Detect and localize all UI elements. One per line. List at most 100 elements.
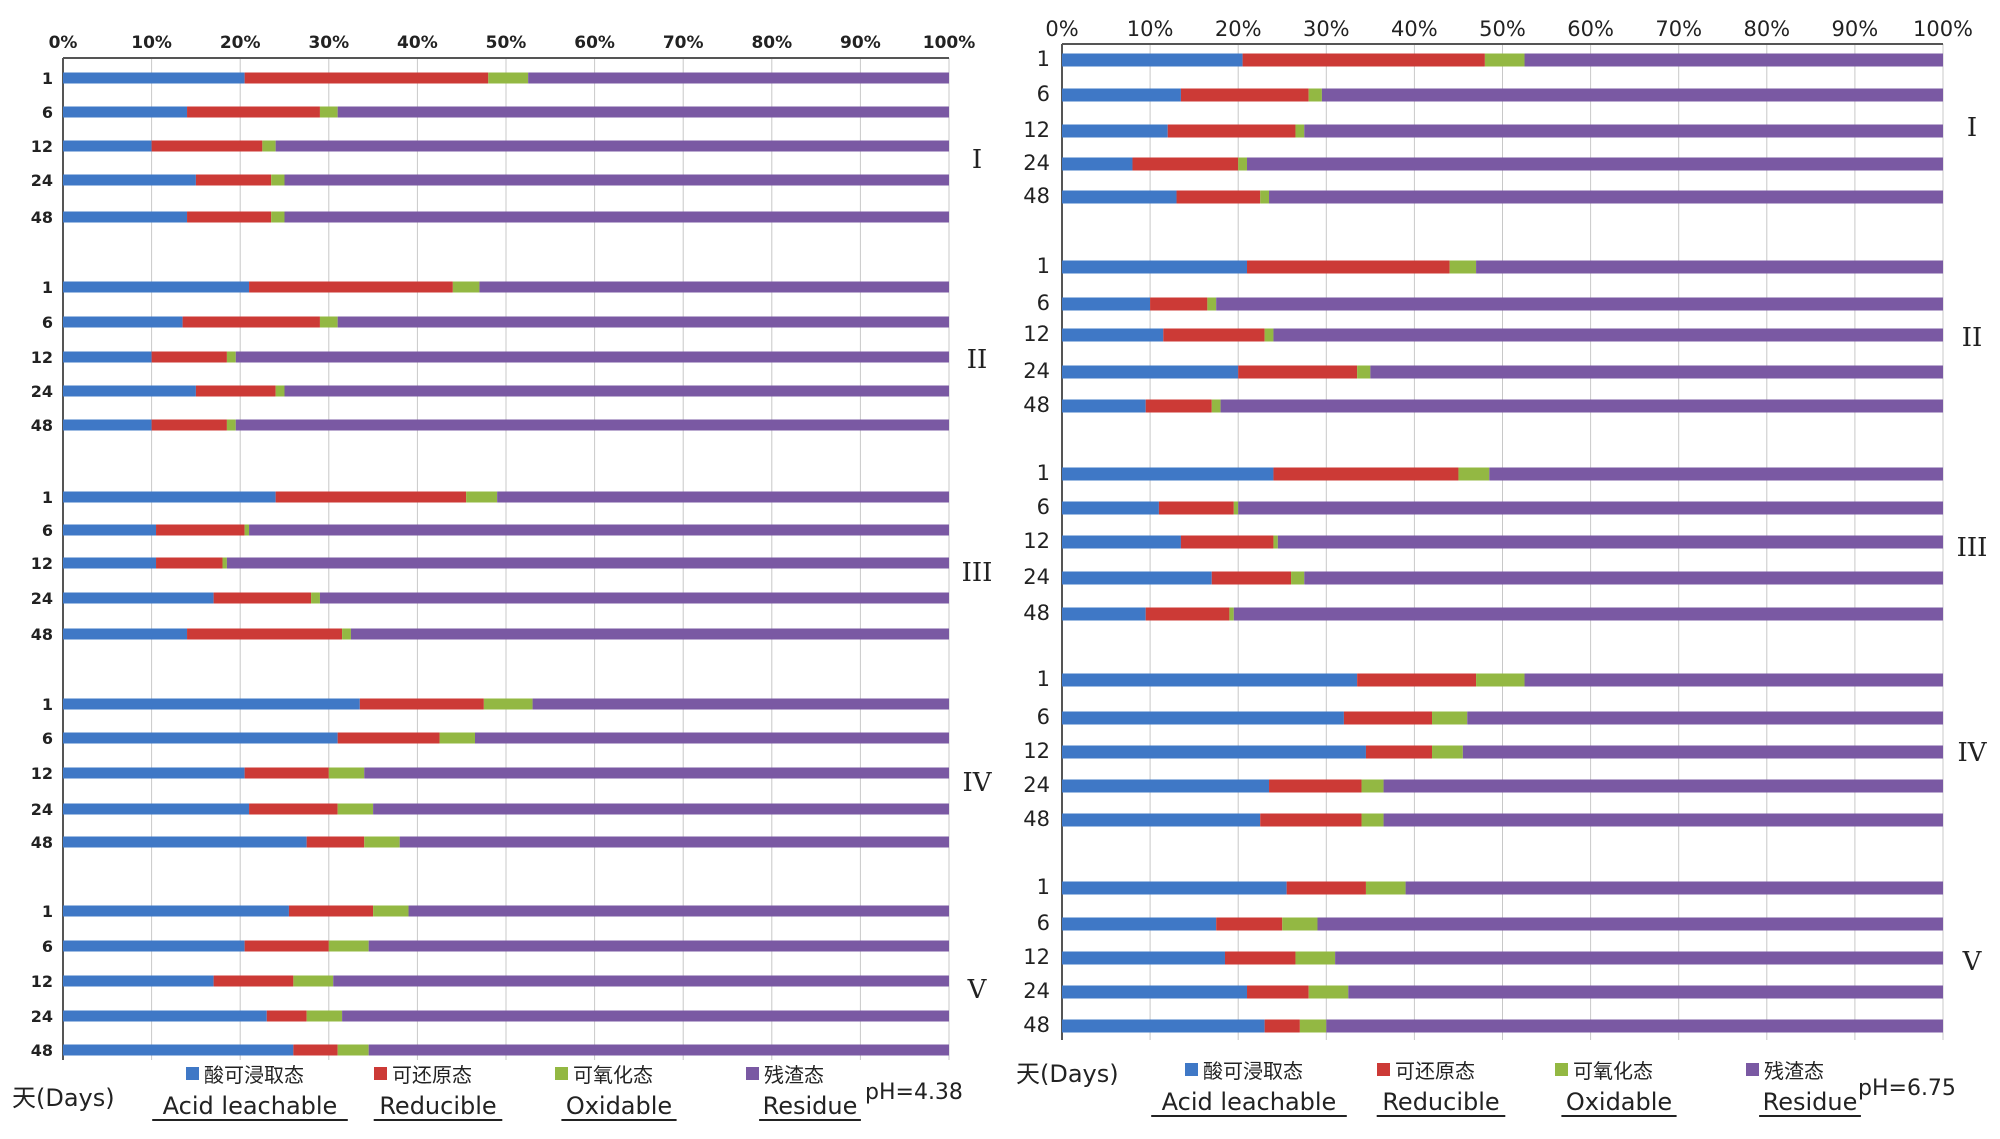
bar-segment-residue xyxy=(1524,673,1943,687)
bar-segment-acid-leachable xyxy=(63,628,188,640)
bar-segment-residue xyxy=(1317,917,1943,931)
bar-segment-acid-leachable xyxy=(1062,88,1181,102)
bar-segment-acid-leachable xyxy=(1062,297,1151,311)
day-label: 1 xyxy=(1037,667,1050,691)
bar-segment-oxidable xyxy=(1357,365,1371,379)
bar-segment-reducible xyxy=(293,1044,338,1056)
legend-label-en: Residue xyxy=(763,1092,858,1120)
bar-segment-acid-leachable xyxy=(1062,673,1358,687)
x-tick-label: 60% xyxy=(574,33,615,53)
bar-segment-residue xyxy=(1405,881,1943,895)
legend-label-en: Reducible xyxy=(1382,1088,1499,1116)
day-label: 48 xyxy=(1023,393,1050,417)
bar-segment-reducible xyxy=(244,767,329,779)
bar-segment-oxidable xyxy=(244,524,250,536)
bar-segment-residue xyxy=(1277,535,1943,549)
bar-segment-residue xyxy=(1220,399,1943,413)
bar-segment-oxidable xyxy=(373,905,409,917)
bar-segment-acid-leachable xyxy=(63,281,250,293)
bar-segment-oxidable xyxy=(1432,745,1463,759)
legend-label-en: Acid leachable xyxy=(163,1092,338,1120)
bar-segment-acid-leachable xyxy=(1062,501,1159,515)
bar-segment-acid-leachable xyxy=(1062,399,1146,413)
x-tick-label: 0% xyxy=(49,33,78,53)
bar-segment-reducible xyxy=(156,557,223,569)
legend-swatch xyxy=(1185,1063,1198,1076)
bar-segment-acid-leachable xyxy=(63,940,245,952)
day-label: 48 xyxy=(31,1041,53,1060)
bar-segment-residue xyxy=(1326,1019,1943,1033)
legend-swatch xyxy=(186,1067,199,1080)
day-label: 48 xyxy=(1023,1013,1050,1037)
x-tick-label: 20% xyxy=(1215,17,1262,41)
day-label: 12 xyxy=(1023,529,1050,553)
bar-segment-reducible xyxy=(213,975,294,987)
bar-segment-oxidable xyxy=(222,557,227,569)
bar-segment-residue xyxy=(1467,711,1943,725)
bar-segment-oxidable xyxy=(271,174,285,186)
bar-segment-acid-leachable xyxy=(63,351,152,363)
bar-segment-reducible xyxy=(275,491,467,503)
bar-segment-acid-leachable xyxy=(63,1010,267,1022)
bar-segment-acid-leachable xyxy=(1062,711,1344,725)
day-label: 12 xyxy=(1023,945,1050,969)
bar-segment-reducible xyxy=(1269,779,1362,793)
bar-segment-residue xyxy=(1335,951,1943,965)
bar-segment-reducible xyxy=(266,1010,307,1022)
day-label: 24 xyxy=(31,800,53,819)
chart-panel-ph675: 0% 10% 20% 30% 40% 50% 60% 70% 80% 90% 100% 1 6 12 24 4… xyxy=(1016,17,1988,1117)
bar-segment-acid-leachable xyxy=(1062,881,1287,895)
bar-segment-reducible xyxy=(151,419,227,431)
bar-segment-acid-leachable xyxy=(1062,917,1217,931)
bar-segment-residue xyxy=(497,491,949,503)
day-label: 24 xyxy=(1023,979,1050,1003)
bar-segment-residue xyxy=(1370,365,1943,379)
bar-segment-residue xyxy=(319,592,949,604)
day-label: 24 xyxy=(1023,359,1050,383)
x-tick-label: 50% xyxy=(486,33,527,53)
day-label: 12 xyxy=(1023,739,1050,763)
bar-segment-reducible xyxy=(1273,467,1459,481)
x-tick-label: 40% xyxy=(397,33,438,53)
group-label: IV xyxy=(962,768,992,798)
chart-panel-ph438: 0% 10% 20% 30% 40% 50% 60% 70% 80% 90% 100% 1 6 12 24 4… xyxy=(12,33,993,1121)
bar-segment-residue xyxy=(350,628,949,640)
bar-segment-oxidable xyxy=(1308,88,1322,102)
bar-segment-oxidable xyxy=(1458,467,1490,481)
bar-segment-reducible xyxy=(151,140,263,152)
x-tick-label: 80% xyxy=(751,33,792,53)
bar-segment-oxidable xyxy=(1295,124,1305,138)
bar-segment-oxidable xyxy=(319,316,338,328)
bar-segment-reducible xyxy=(1224,951,1296,965)
bar-segment-acid-leachable xyxy=(63,732,338,744)
bar-segment-residue xyxy=(373,803,950,815)
bar-segment-reducible xyxy=(213,592,312,604)
bar-segment-oxidable xyxy=(293,975,334,987)
bar-segment-reducible xyxy=(195,385,276,397)
bar-segment-acid-leachable xyxy=(63,211,188,223)
day-label: 6 xyxy=(42,103,53,122)
day-label: 24 xyxy=(1023,151,1050,175)
bar-segment-residue xyxy=(1216,297,1943,311)
bar-segment-reducible xyxy=(1238,365,1358,379)
bar-segment-reducible xyxy=(1357,673,1477,687)
bar-segment-acid-leachable xyxy=(63,316,183,328)
bar-segment-oxidable xyxy=(488,72,529,84)
day-label: 12 xyxy=(1023,118,1050,142)
bar-segment-acid-leachable xyxy=(63,698,360,710)
legend-label-en: Oxidable xyxy=(566,1092,672,1120)
bar-segment-reducible xyxy=(1286,881,1366,895)
group-label: III xyxy=(962,558,993,588)
bar-segment-acid-leachable xyxy=(1062,1019,1265,1033)
bar-segment-reducible xyxy=(1211,571,1292,585)
bar-segment-residue xyxy=(399,836,949,848)
bar-segment-residue xyxy=(1247,157,1943,171)
legend-label-zh: 可氧化态 xyxy=(573,1063,653,1087)
ph-label: pH=6.75 xyxy=(1858,1076,1956,1101)
bar-segment-oxidable xyxy=(466,491,498,503)
bar-segment-reducible xyxy=(1216,917,1283,931)
day-label: 48 xyxy=(1023,184,1050,208)
x-tick-label: 30% xyxy=(1303,17,1350,41)
x-tick-label: 10% xyxy=(1127,17,1174,41)
